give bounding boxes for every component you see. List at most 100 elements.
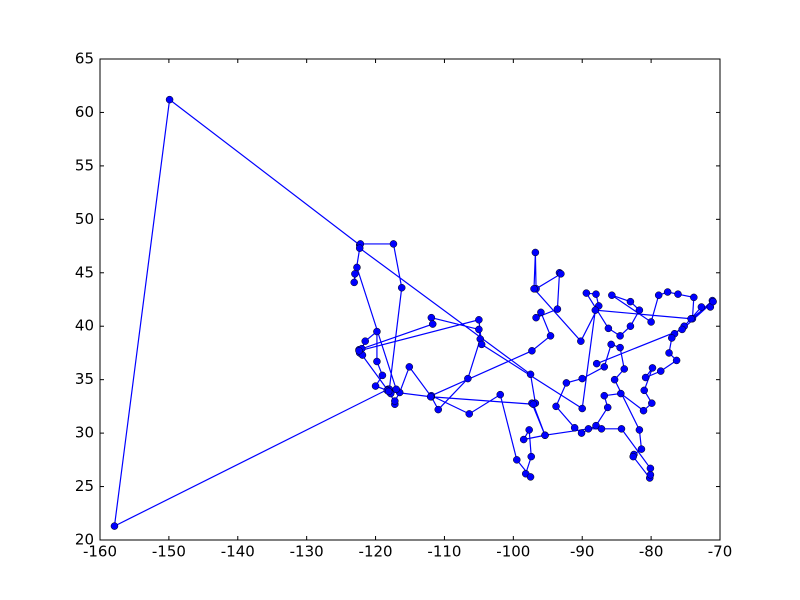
data-point bbox=[672, 356, 681, 365]
data-point bbox=[397, 283, 406, 292]
y-tick-label: 30 bbox=[75, 424, 94, 442]
y-tick-label: 20 bbox=[75, 531, 94, 549]
data-point bbox=[526, 473, 535, 481]
x-tick-label: -110 bbox=[427, 543, 461, 561]
data-point bbox=[600, 391, 609, 400]
data-point bbox=[657, 367, 665, 375]
data-point bbox=[477, 340, 486, 349]
x-tick-label: -90 bbox=[570, 543, 595, 561]
data-point bbox=[610, 375, 619, 384]
y-tick-label: 35 bbox=[75, 370, 94, 388]
data-point bbox=[532, 313, 540, 322]
data-point bbox=[165, 95, 174, 104]
data-point bbox=[578, 404, 586, 413]
data-point bbox=[674, 290, 682, 298]
data-point bbox=[426, 393, 435, 401]
x-tick-label: -140 bbox=[221, 543, 255, 561]
data-point bbox=[392, 385, 400, 394]
x-tick-label: -130 bbox=[290, 543, 324, 561]
data-point bbox=[361, 337, 369, 345]
data-point bbox=[591, 306, 600, 314]
data-point bbox=[351, 270, 359, 278]
y-tick-label: 25 bbox=[75, 477, 94, 495]
data-point bbox=[635, 426, 644, 434]
data-point bbox=[557, 270, 565, 278]
data-point bbox=[434, 405, 442, 414]
data-point bbox=[592, 359, 601, 368]
data-point bbox=[690, 293, 698, 302]
data-point bbox=[697, 303, 706, 311]
data-point bbox=[428, 320, 437, 328]
data-point bbox=[663, 288, 672, 296]
y-tick-label: 40 bbox=[75, 317, 94, 335]
data-point bbox=[646, 471, 655, 479]
data-point bbox=[616, 343, 624, 352]
data-point bbox=[577, 337, 585, 345]
data-point bbox=[546, 332, 555, 340]
x-tick-label: -100 bbox=[496, 543, 530, 561]
data-point bbox=[528, 347, 536, 355]
data-point bbox=[355, 347, 363, 355]
y-tick-label: 50 bbox=[75, 210, 94, 228]
data-point bbox=[391, 397, 399, 405]
data-point bbox=[577, 429, 586, 437]
y-tick-label: 55 bbox=[75, 156, 94, 174]
data-point bbox=[530, 285, 538, 293]
data-point bbox=[620, 365, 628, 373]
data-point bbox=[578, 374, 586, 383]
data-point bbox=[427, 313, 436, 322]
data-point bbox=[531, 248, 540, 257]
x-tick-label: -160 bbox=[83, 543, 117, 561]
data-point bbox=[637, 445, 646, 453]
data-point bbox=[353, 263, 361, 272]
data-point bbox=[607, 340, 615, 349]
data-point bbox=[608, 291, 616, 299]
data-point bbox=[687, 314, 695, 323]
data-point bbox=[355, 244, 364, 252]
data-point bbox=[592, 290, 600, 298]
data-point bbox=[641, 373, 650, 382]
data-point bbox=[635, 306, 644, 314]
data-point bbox=[537, 308, 545, 317]
data-point bbox=[562, 379, 571, 387]
data-point bbox=[646, 464, 655, 473]
data-point bbox=[350, 278, 358, 287]
data-point bbox=[552, 402, 560, 411]
data-point bbox=[475, 325, 483, 334]
data-point bbox=[617, 389, 625, 398]
data-point bbox=[513, 456, 521, 464]
data-point bbox=[519, 435, 528, 444]
data-point bbox=[584, 425, 593, 433]
data-point bbox=[626, 322, 635, 330]
y-tick-label: 45 bbox=[75, 263, 94, 281]
data-point bbox=[678, 325, 686, 334]
data-point bbox=[464, 374, 472, 383]
data-point bbox=[527, 452, 535, 461]
data-point bbox=[648, 399, 656, 407]
y-tick-label: 65 bbox=[75, 50, 94, 68]
data-point bbox=[668, 334, 676, 342]
data-point bbox=[373, 327, 381, 336]
data-point bbox=[626, 297, 635, 306]
data-point bbox=[640, 386, 648, 395]
data-point bbox=[373, 357, 381, 366]
x-tick-label: -80 bbox=[639, 543, 664, 561]
data-point bbox=[582, 289, 591, 297]
data-point bbox=[378, 371, 387, 380]
data-point bbox=[654, 291, 663, 299]
data-point bbox=[597, 425, 606, 433]
data-point bbox=[526, 370, 535, 379]
y-tick-label: 60 bbox=[75, 103, 94, 121]
data-point bbox=[709, 297, 717, 306]
data-point bbox=[616, 332, 624, 340]
data-point bbox=[665, 349, 673, 357]
data-point bbox=[110, 522, 119, 530]
data-point bbox=[629, 452, 637, 461]
x-tick-label: -70 bbox=[708, 543, 733, 561]
data-point bbox=[570, 424, 579, 432]
data-point bbox=[465, 410, 473, 418]
data-point bbox=[496, 390, 504, 399]
data-point bbox=[603, 403, 612, 412]
